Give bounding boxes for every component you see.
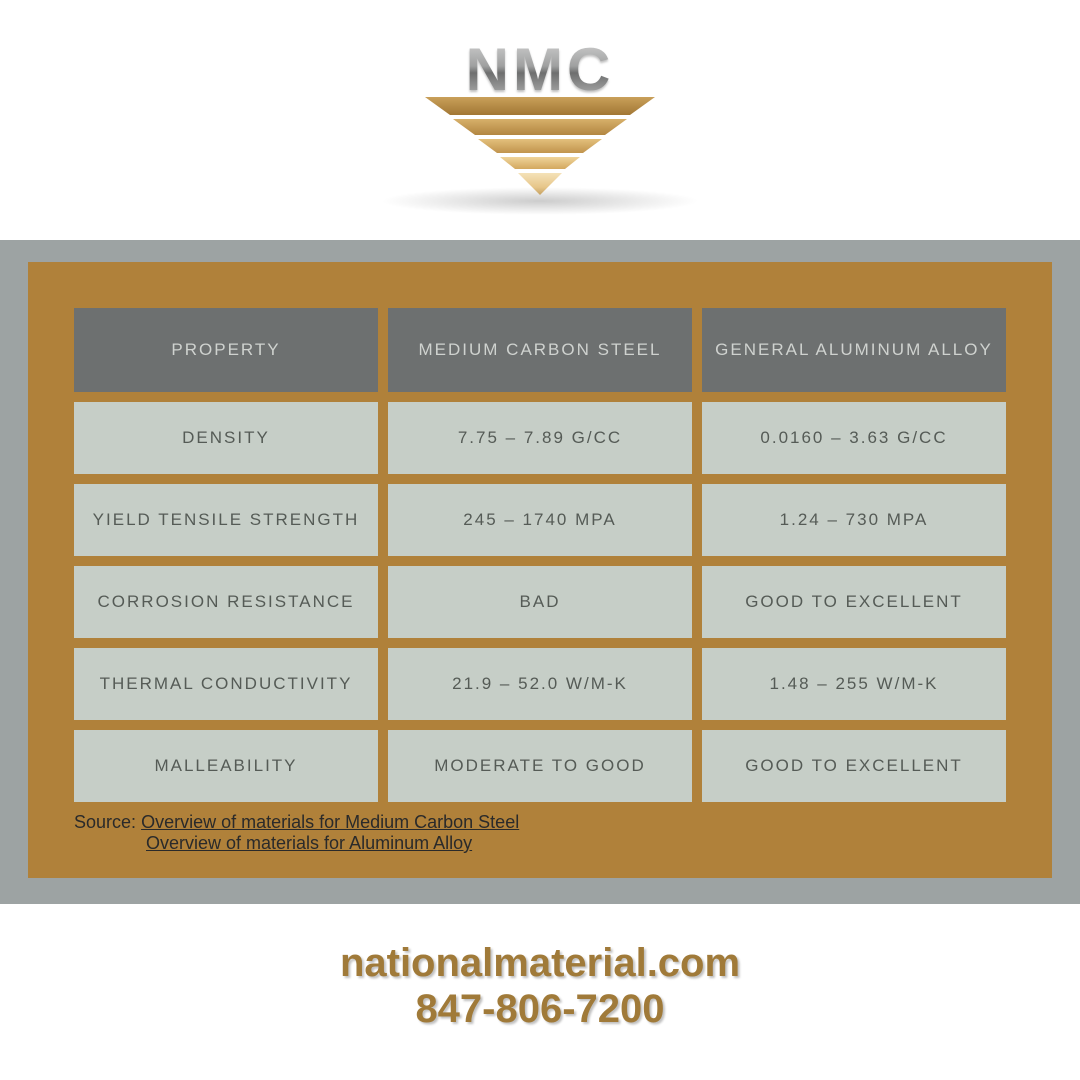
logo-text: NMC <box>410 35 670 104</box>
table-panel-inner: PROPERTY MEDIUM CARBON STEEL GENERAL ALU… <box>28 262 1052 878</box>
source-link[interactable]: Overview of materials for Medium Carbon … <box>141 812 519 832</box>
source-label: Source: <box>74 812 136 832</box>
table-cell: THERMAL CONDUCTIVITY <box>74 648 378 720</box>
logo-shadow <box>380 187 700 215</box>
table-cell: CORROSION RESISTANCE <box>74 566 378 638</box>
table-cell: GOOD TO EXCELLENT <box>702 730 1006 802</box>
table-cell: GOOD TO EXCELLENT <box>702 566 1006 638</box>
website-url: nationalmaterial.com <box>0 940 1080 986</box>
table-cell: 1.24 – 730 MPA <box>702 484 1006 556</box>
table-cell: 0.0160 – 3.63 G/CC <box>702 402 1006 474</box>
table-cell: YIELD TENSILE STRENGTH <box>74 484 378 556</box>
phone-number: 847-806-7200 <box>0 986 1080 1032</box>
sources-block: Source: Overview of materials for Medium… <box>74 812 1006 854</box>
table-cell: MALLEABILITY <box>74 730 378 802</box>
table-cell: MODERATE TO GOOD <box>388 730 692 802</box>
table-cell: 245 – 1740 MPA <box>388 484 692 556</box>
column-header: PROPERTY <box>74 308 378 392</box>
table-cell: 7.75 – 7.89 G/CC <box>388 402 692 474</box>
table-panel-outer: PROPERTY MEDIUM CARBON STEEL GENERAL ALU… <box>0 240 1080 904</box>
table-cell: 1.48 – 255 W/M-K <box>702 648 1006 720</box>
source-link[interactable]: Overview of materials for Aluminum Alloy <box>146 833 472 853</box>
table-cell: DENSITY <box>74 402 378 474</box>
column-header: GENERAL ALUMINUM ALLOY <box>702 308 1006 392</box>
logo-region: NMC <box>0 0 1080 240</box>
table-cell: BAD <box>388 566 692 638</box>
column-header: MEDIUM CARBON STEEL <box>388 308 692 392</box>
footer: nationalmaterial.com 847-806-7200 <box>0 904 1080 1032</box>
nmc-logo: NMC <box>410 35 670 205</box>
comparison-table: PROPERTY MEDIUM CARBON STEEL GENERAL ALU… <box>74 308 1006 802</box>
table-cell: 21.9 – 52.0 W/M-K <box>388 648 692 720</box>
